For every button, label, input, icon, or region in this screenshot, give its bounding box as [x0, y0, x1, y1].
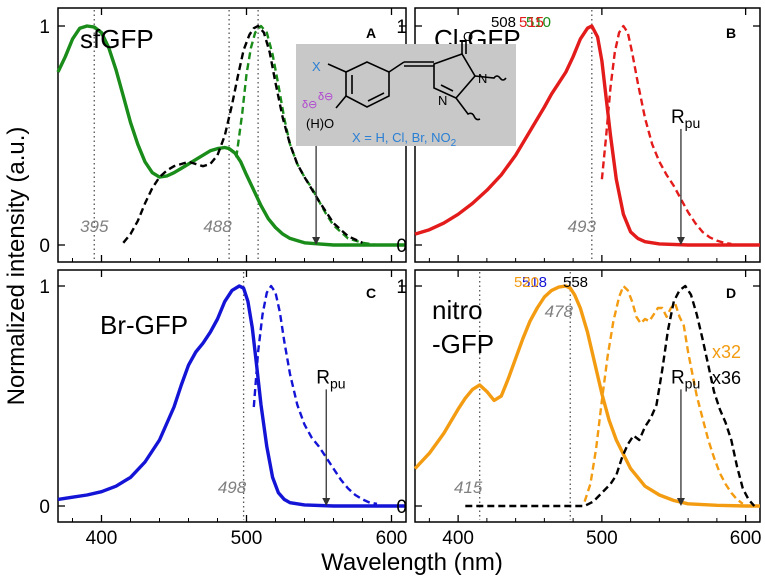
rpu-arrowhead: [312, 237, 321, 245]
wavelength-marker-label: 395: [80, 217, 109, 236]
x-tick-label: 600: [376, 528, 408, 549]
series-emission: [252, 284, 378, 505]
delta-minus-2: δ⊖: [318, 91, 333, 103]
y-tick-label: 0: [39, 497, 50, 518]
scale-factor-label: x32: [712, 342, 741, 362]
wavelength-marker-label: 488: [203, 217, 232, 236]
series-emission: [600, 24, 732, 246]
peak-label: 520: [514, 274, 539, 291]
rpu-arrowhead: [322, 498, 331, 506]
inset-background: [296, 44, 516, 146]
wavelength-marker-label: 478: [545, 302, 574, 321]
rpu-arrowhead: [676, 498, 685, 506]
chromophore-structure-inset: X O N N (H)O δ⊖ δ⊖ X = H, Cl, Br, NO2: [296, 29, 516, 149]
wavelength-marker-label: 415: [454, 478, 483, 497]
delta-minus-1: δ⊖: [302, 99, 317, 111]
peak-label: 515: [519, 14, 544, 31]
rpu-label: Rpu: [671, 367, 700, 391]
y-tick-label: 1: [396, 17, 407, 38]
x-substituent-label: X: [312, 59, 321, 74]
series-absorption: [57, 284, 406, 508]
panel-title: Br-GFP: [100, 310, 188, 340]
panel-title: nitro: [432, 295, 483, 325]
rpu-arrowhead: [676, 237, 685, 245]
x-axis-title: Wavelength (nm): [321, 549, 503, 576]
panel-nitro-gfp: 400 500 600 0 1 415 478 Rpu nitro -GFP D 520 558 x32 x…: [396, 269, 762, 549]
peak-label: 508: [491, 14, 516, 31]
series-absorption: [413, 284, 760, 508]
scale-factor-label: x36: [712, 368, 741, 388]
peak-label: 558: [563, 274, 588, 291]
y-tick-label: 0: [396, 497, 407, 518]
panel-sfgfp: 01395488RpusfGFPA508510: [39, 7, 551, 263]
x-tick-label: 400: [442, 528, 474, 549]
wavelength-marker-label: 498: [218, 478, 247, 497]
series-emission_x36: [465, 284, 756, 508]
ring-n-label: N: [478, 71, 487, 86]
wavelength-marker-label: 493: [568, 217, 597, 236]
plot-frame: [414, 269, 761, 523]
y-tick-label: 0: [39, 236, 50, 257]
y-tick-label: 1: [39, 17, 50, 38]
panel-letter: A: [366, 25, 376, 41]
peak-label: 518: [522, 274, 547, 291]
panel-title-line2: -GFP: [432, 329, 494, 359]
panel-letter: B: [726, 25, 736, 41]
series-emission: [235, 24, 378, 247]
y-tick-label: 0: [396, 236, 407, 257]
substituent-equation: X = H, Cl, Br, NO2: [352, 130, 457, 149]
x-tick-label: 400: [86, 528, 118, 549]
ring-n2-label: N: [438, 93, 447, 108]
y-tick-label: 1: [39, 277, 50, 298]
x-tick-label: 500: [586, 528, 618, 549]
x-tick-label: 500: [231, 528, 263, 549]
panel-letter: C: [366, 285, 376, 301]
panel-title: sfGFP: [80, 24, 154, 54]
series-absorption: [56, 24, 406, 247]
structure-bonds: [327, 40, 507, 121]
hydroxyl-label: (H)O: [306, 116, 334, 131]
x-tick-label: 600: [730, 528, 762, 549]
rpu-label: Rpu: [671, 107, 700, 131]
panel-br-gfp: 400 500 600 0 1 498 Rpu Br-GFP C 518: [39, 269, 547, 549]
y-axis-title: Normalized intensity (a.u.): [3, 127, 30, 406]
plot-frame: [57, 269, 407, 523]
series-absorption: [414, 24, 760, 247]
panel-letter: D: [726, 285, 736, 301]
series-emission_x32: [583, 284, 744, 505]
y-tick-label: 1: [396, 277, 407, 298]
peak-label: 510: [526, 14, 551, 31]
carbonyl-o-label: O: [463, 29, 473, 44]
series-excitation: [122, 24, 363, 244]
rpu-label: Rpu: [316, 367, 345, 391]
